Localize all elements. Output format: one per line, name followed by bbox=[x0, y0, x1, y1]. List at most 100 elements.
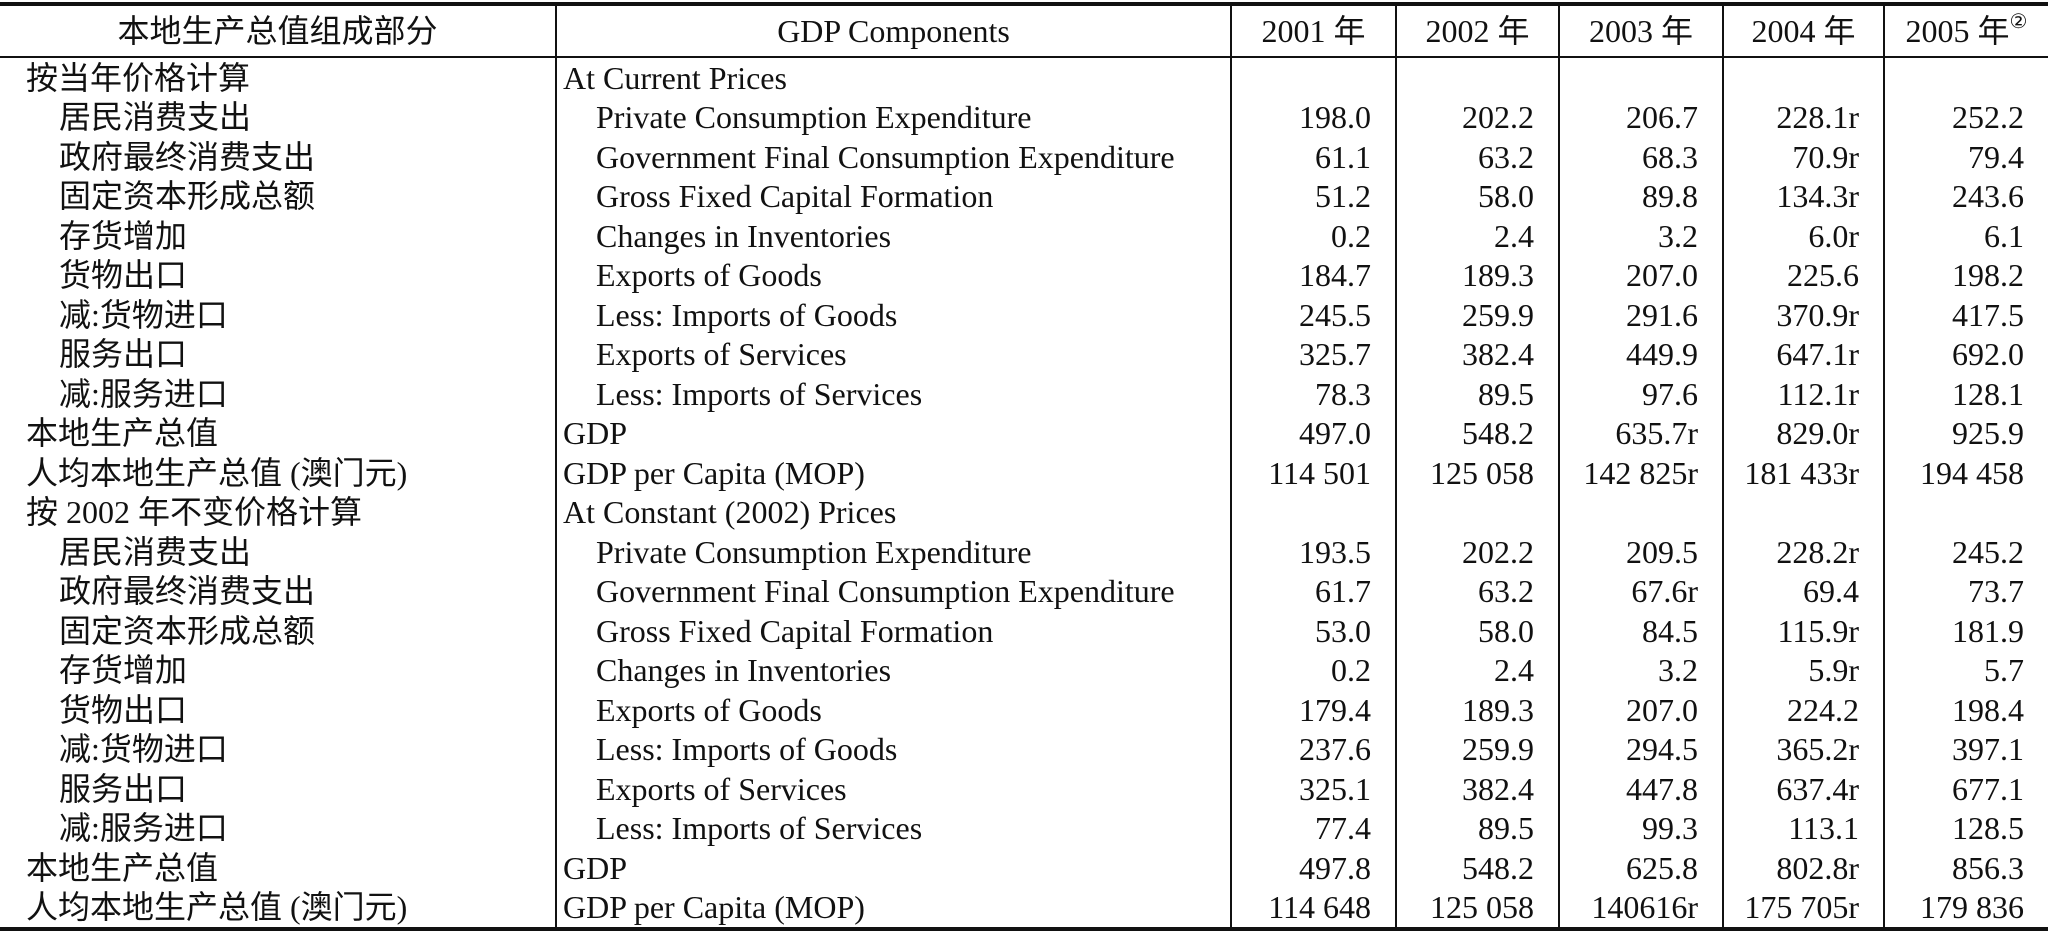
value-2003: 207.0 bbox=[1558, 255, 1722, 295]
component-name-en: Changes in Inventories bbox=[555, 650, 1230, 690]
value-2004: 225.6 bbox=[1722, 255, 1883, 295]
value-2001: 78.3 bbox=[1230, 374, 1395, 414]
component-name-cn: 固定资本形成总额 bbox=[59, 612, 316, 649]
total-name-en: GDP per Capita (MOP) bbox=[555, 453, 1230, 493]
value-2002: 259.9 bbox=[1395, 295, 1558, 335]
empty-cell bbox=[1883, 58, 2048, 98]
component-name-en: Exports of Services bbox=[555, 769, 1230, 809]
value-2002: 189.3 bbox=[1395, 690, 1558, 730]
value-2002: 548.2 bbox=[1395, 413, 1558, 453]
value-2004: 5.9r bbox=[1722, 650, 1883, 690]
component-name-cn: 减:货物进口 bbox=[59, 296, 228, 333]
value-2005: 245.2 bbox=[1883, 532, 2048, 572]
value-2004: 228.2r bbox=[1722, 532, 1883, 572]
empty-cell bbox=[1558, 492, 1722, 532]
value-2005: 417.5 bbox=[1883, 295, 2048, 335]
value-2003: 68.3 bbox=[1558, 137, 1722, 177]
value-2002: 2.4 bbox=[1395, 650, 1558, 690]
value-2002: 125 058 bbox=[1395, 887, 1558, 927]
value-2004: 370.9r bbox=[1722, 295, 1883, 335]
value-2001: 325.1 bbox=[1230, 769, 1395, 809]
total-name-cn: 人均本地生产总值 (澳门元) bbox=[26, 454, 408, 491]
empty-cell bbox=[1722, 58, 1883, 98]
value-2004: 224.2 bbox=[1722, 690, 1883, 730]
value-2005: 194 458 bbox=[1883, 453, 2048, 493]
value-2003: 89.8 bbox=[1558, 176, 1722, 216]
value-2001: 0.2 bbox=[1230, 650, 1395, 690]
value-2003: 3.2 bbox=[1558, 650, 1722, 690]
value-2001: 114 648 bbox=[1230, 887, 1395, 927]
value-2003: 294.5 bbox=[1558, 729, 1722, 769]
value-2004: 175 705r bbox=[1722, 887, 1883, 927]
value-2003: 209.5 bbox=[1558, 532, 1722, 572]
empty-cell bbox=[1395, 58, 1558, 98]
value-2005: 198.4 bbox=[1883, 690, 2048, 730]
value-2004: 637.4r bbox=[1722, 769, 1883, 809]
value-2005: 692.0 bbox=[1883, 334, 2048, 374]
value-2005: 677.1 bbox=[1883, 769, 2048, 809]
value-2002: 259.9 bbox=[1395, 729, 1558, 769]
component-name-cn: 固定资本形成总额 bbox=[59, 178, 316, 215]
value-2001: 245.5 bbox=[1230, 295, 1395, 335]
value-2005: 128.1 bbox=[1883, 374, 2048, 414]
value-2002: 58.0 bbox=[1395, 176, 1558, 216]
value-2001: 61.1 bbox=[1230, 137, 1395, 177]
total-name-cn: 人均本地生产总值 (澳门元) bbox=[26, 889, 408, 926]
component-name-en: Less: Imports of Goods bbox=[555, 295, 1230, 335]
value-2001: 193.5 bbox=[1230, 532, 1395, 572]
value-2001: 497.0 bbox=[1230, 413, 1395, 453]
empty-cell bbox=[1558, 58, 1722, 98]
value-2002: 548.2 bbox=[1395, 848, 1558, 888]
component-name-en: Less: Imports of Services bbox=[555, 374, 1230, 414]
value-2004: 69.4 bbox=[1722, 571, 1883, 611]
component-name-cn: 存货增加 bbox=[59, 217, 188, 254]
component-name-cn: 政府最终消费支出 bbox=[59, 573, 316, 610]
section-title-en: At Current Prices bbox=[555, 58, 1230, 98]
value-2002: 89.5 bbox=[1395, 374, 1558, 414]
section-title-cn: 按 2002 年不变价格计算 bbox=[26, 494, 363, 531]
value-2002: 202.2 bbox=[1395, 532, 1558, 572]
value-2004: 112.1r bbox=[1722, 374, 1883, 414]
component-name-cn: 服务出口 bbox=[59, 770, 188, 807]
value-2005: 181.9 bbox=[1883, 611, 2048, 651]
empty-cell bbox=[1230, 58, 1395, 98]
value-2004: 115.9r bbox=[1722, 611, 1883, 651]
value-2005: 397.1 bbox=[1883, 729, 2048, 769]
total-name-cn: 本地生产总值 bbox=[26, 415, 219, 452]
value-2001: 497.8 bbox=[1230, 848, 1395, 888]
component-name-cn: 减:服务进口 bbox=[59, 810, 228, 847]
value-2001: 237.6 bbox=[1230, 729, 1395, 769]
value-2003: 206.7 bbox=[1558, 97, 1722, 137]
value-2005: 73.7 bbox=[1883, 571, 2048, 611]
empty-cell bbox=[1230, 492, 1395, 532]
value-2004: 829.0r bbox=[1722, 413, 1883, 453]
header-component-cn: 本地生产总值组成部分 bbox=[0, 6, 555, 58]
value-2003: 97.6 bbox=[1558, 374, 1722, 414]
empty-cell bbox=[1722, 492, 1883, 532]
value-2003: 140616r bbox=[1558, 887, 1722, 927]
value-2005: 128.5 bbox=[1883, 808, 2048, 848]
value-2004: 228.1r bbox=[1722, 97, 1883, 137]
value-2003: 67.6r bbox=[1558, 571, 1722, 611]
value-2005: 79.4 bbox=[1883, 137, 2048, 177]
value-2002: 202.2 bbox=[1395, 97, 1558, 137]
value-2005: 198.2 bbox=[1883, 255, 2048, 295]
value-2001: 179.4 bbox=[1230, 690, 1395, 730]
component-name-en: Exports of Goods bbox=[555, 255, 1230, 295]
value-2001: 114 501 bbox=[1230, 453, 1395, 493]
value-2002: 63.2 bbox=[1395, 571, 1558, 611]
value-2004: 647.1r bbox=[1722, 334, 1883, 374]
value-2004: 6.0r bbox=[1722, 216, 1883, 256]
value-2003: 84.5 bbox=[1558, 611, 1722, 651]
value-2003: 447.8 bbox=[1558, 769, 1722, 809]
value-2001: 325.7 bbox=[1230, 334, 1395, 374]
value-2004: 70.9r bbox=[1722, 137, 1883, 177]
value-2001: 198.0 bbox=[1230, 97, 1395, 137]
component-name-en: Government Final Consumption Expenditure bbox=[555, 137, 1230, 177]
value-2005: 243.6 bbox=[1883, 176, 2048, 216]
section-title-en: At Constant (2002) Prices bbox=[555, 492, 1230, 532]
component-name-en: Exports of Goods bbox=[555, 690, 1230, 730]
component-name-cn: 减:货物进口 bbox=[59, 731, 228, 768]
value-2005: 5.7 bbox=[1883, 650, 2048, 690]
